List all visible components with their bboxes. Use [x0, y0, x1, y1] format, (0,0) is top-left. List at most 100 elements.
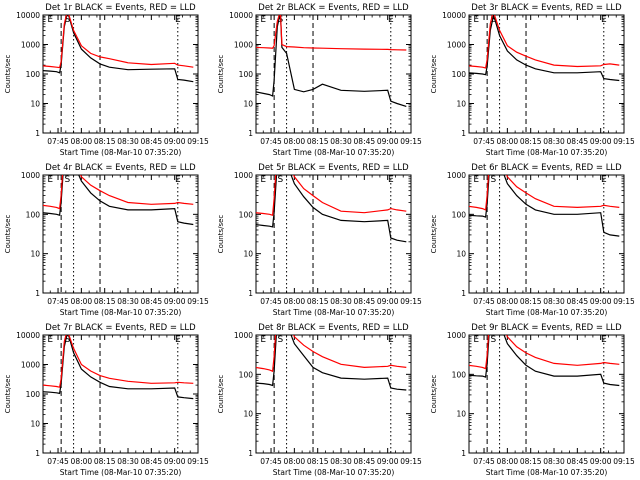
marker-label-E: E	[175, 175, 181, 185]
x-tick-label: 08:30	[330, 137, 352, 146]
series-line-lld	[469, 175, 620, 211]
y-tick-label: 100	[452, 210, 467, 219]
series-line-lld	[43, 15, 194, 69]
marker-label-S: S	[491, 175, 497, 185]
y-tick-label: 1	[461, 449, 466, 458]
y-tick-label: 1	[35, 449, 40, 458]
y-tick-label: 10000	[229, 11, 253, 20]
x-tick-label: 08:15	[307, 137, 329, 146]
x-tick-label: 08:00	[71, 137, 93, 146]
y-tick-label: 1000	[21, 171, 40, 180]
y-tick-label: 10	[30, 250, 40, 259]
series-line-lld	[469, 15, 620, 69]
x-tick-label: 08:00	[71, 457, 93, 466]
x-tick-label: 07:45	[473, 297, 495, 306]
x-tick-label: 07:45	[47, 297, 69, 306]
y-tick-label: 10	[243, 250, 253, 259]
y-tick-label: 1000	[21, 361, 40, 370]
x-tick-label: 08:30	[117, 137, 139, 146]
series-line-lld	[256, 175, 407, 216]
marker-label-S: S	[278, 175, 284, 185]
y-axis-label: Counts/sec	[4, 215, 12, 254]
marker-label-S: S	[491, 15, 497, 25]
x-tick-label: 09:15	[187, 297, 209, 306]
x-tick-label: 08:45	[567, 137, 589, 146]
y-tick-label: 10	[30, 100, 40, 109]
y-axis-label: Counts/sec	[4, 375, 12, 414]
marker-label-E: E	[47, 335, 53, 345]
marker-label-E: E	[601, 335, 607, 345]
y-tick-label: 100	[239, 70, 254, 79]
panel-det1: Det 1r BLACK = Events, RED = LLD Counts/s…	[4, 3, 209, 157]
plot-frame	[255, 14, 412, 134]
marker-label-E: E	[388, 15, 394, 25]
x-axis-label: Start Time (08-Mar-10 07:35:20)	[273, 148, 395, 157]
y-tick-label: 1000	[234, 171, 253, 180]
x-tick-label: 08:45	[354, 457, 376, 466]
x-tick-label: 08:15	[94, 457, 116, 466]
x-tick-label: 08:00	[497, 297, 519, 306]
x-axis-label: Start Time (08-Mar-10 07:35:20)	[273, 308, 395, 317]
x-axis-label: Start Time (08-Mar-10 07:35:20)	[273, 468, 395, 477]
plot-frame	[42, 174, 199, 294]
series-line-events	[43, 175, 194, 226]
y-tick-label: 10	[243, 410, 253, 419]
y-tick-label: 100	[239, 370, 254, 379]
x-tick-label: 07:45	[473, 457, 495, 466]
y-tick-label: 1	[248, 289, 253, 298]
x-tick-label: 08:30	[117, 457, 139, 466]
marker-label-S: S	[65, 335, 71, 345]
x-axis-label: Start Time (08-Mar-10 07:35:20)	[486, 308, 608, 317]
y-tick-label: 10000	[16, 331, 40, 340]
y-tick-label: 1000	[447, 331, 466, 340]
x-axis-label: Start Time (08-Mar-10 07:35:20)	[486, 468, 608, 477]
x-tick-label: 09:15	[187, 137, 209, 146]
plot-frame	[468, 14, 625, 134]
x-tick-label: 08:45	[141, 457, 163, 466]
panel-det8: Det 8r BLACK = Events, RED = LLD Counts/s…	[217, 323, 422, 477]
plot-title: Det 4r BLACK = Events, RED = LLD	[45, 163, 196, 173]
x-tick-label: 08:30	[117, 297, 139, 306]
x-tick-label: 07:45	[260, 137, 282, 146]
marker-label-E: E	[601, 15, 607, 25]
marker-label-S: S	[65, 15, 71, 25]
x-tick-label: 08:15	[94, 137, 116, 146]
y-axis-label: Counts/sec	[217, 215, 225, 254]
y-tick-label: 1	[248, 129, 253, 138]
y-tick-label: 1000	[447, 171, 466, 180]
x-tick-label: 09:15	[613, 457, 635, 466]
x-tick-label: 09:15	[613, 297, 635, 306]
y-tick-label: 100	[26, 210, 41, 219]
y-tick-label: 100	[239, 210, 254, 219]
x-tick-label: 07:45	[47, 137, 69, 146]
plot-title: Det 5r BLACK = Events, RED = LLD	[258, 163, 409, 173]
marker-label-E: E	[473, 175, 479, 185]
marker-label-E: E	[47, 175, 53, 185]
x-tick-label: 08:15	[520, 137, 542, 146]
marker-label-S: S	[65, 175, 71, 185]
x-tick-label: 08:00	[497, 457, 519, 466]
y-axis-label: Counts/sec	[430, 55, 438, 94]
y-axis-label: Counts/sec	[217, 375, 225, 414]
x-tick-label: 09:15	[400, 137, 422, 146]
plot-title: Det 8r BLACK = Events, RED = LLD	[258, 323, 409, 333]
y-tick-label: 1000	[21, 41, 40, 50]
x-tick-label: 08:15	[307, 297, 329, 306]
marker-label-S: S	[278, 335, 284, 345]
x-tick-label: 09:00	[377, 457, 399, 466]
y-tick-label: 10000	[442, 11, 466, 20]
series-line-events	[43, 335, 194, 400]
y-tick-label: 10	[456, 100, 466, 109]
panel-det7: Det 7r BLACK = Events, RED = LLD Counts/s…	[4, 323, 209, 477]
panel-det3: Det 3r BLACK = Events, RED = LLD Counts/s…	[430, 3, 635, 157]
panel-det9: Det 9r BLACK = Events, RED = LLD Counts/s…	[430, 323, 635, 477]
plot-title: Det 7r BLACK = Events, RED = LLD	[45, 323, 196, 333]
y-tick-label: 1	[35, 129, 40, 138]
y-tick-label: 10	[243, 100, 253, 109]
x-tick-label: 09:00	[590, 137, 612, 146]
y-axis-label: Counts/sec	[430, 215, 438, 254]
x-tick-label: 08:45	[354, 297, 376, 306]
x-axis-label: Start Time (08-Mar-10 07:35:20)	[60, 468, 182, 477]
x-tick-label: 08:00	[71, 297, 93, 306]
x-tick-label: 07:45	[260, 457, 282, 466]
